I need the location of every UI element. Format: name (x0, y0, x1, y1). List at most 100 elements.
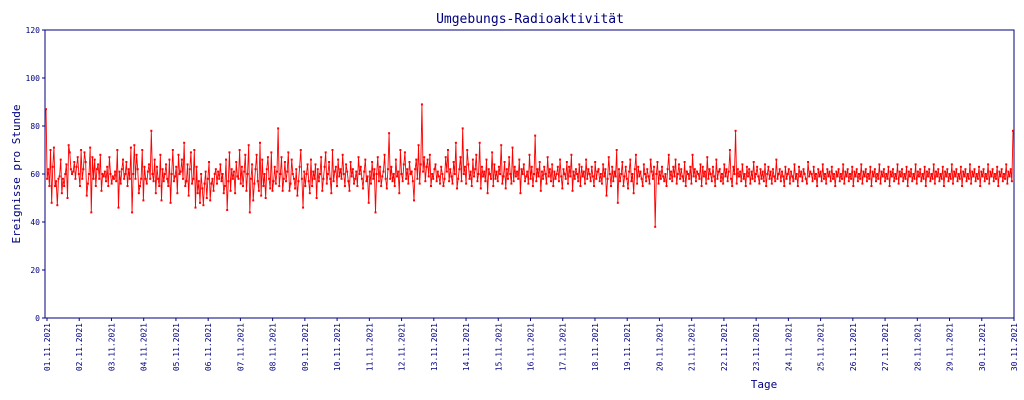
data-point (288, 189, 291, 192)
data-point (243, 170, 246, 173)
data-point (141, 149, 144, 151)
data-point (1001, 180, 1004, 183)
data-point (546, 156, 549, 159)
data-point (962, 170, 965, 173)
data-point (145, 182, 148, 185)
data-point (302, 206, 305, 209)
data-point (555, 173, 558, 175)
data-point (690, 182, 693, 185)
data-point (61, 177, 64, 180)
data-point (204, 170, 207, 173)
data-point (279, 173, 282, 175)
data-point (274, 182, 277, 185)
data-point (285, 180, 288, 183)
data-point (264, 197, 267, 199)
data-point (862, 170, 865, 173)
data-point (605, 194, 608, 197)
data-point (467, 163, 470, 166)
data-point (346, 170, 349, 173)
data-point (449, 168, 452, 171)
data-point (485, 158, 488, 161)
data-point (200, 173, 203, 175)
data-point (108, 156, 111, 159)
data-point (175, 165, 178, 168)
data-point (383, 153, 386, 156)
data-point (930, 173, 933, 175)
data-point (571, 189, 574, 192)
data-point (565, 161, 568, 163)
data-point (843, 182, 846, 185)
data-point (513, 165, 516, 168)
data-point (152, 180, 155, 183)
data-point (231, 177, 234, 180)
data-point (373, 168, 376, 171)
data-point (511, 146, 514, 149)
data-point (714, 185, 717, 187)
data-point (427, 175, 430, 178)
data-point (491, 151, 494, 154)
data-point (158, 185, 161, 187)
data-point (486, 192, 489, 195)
data-point (745, 165, 748, 168)
data-point (142, 199, 145, 202)
data-point (248, 211, 251, 214)
data-point (693, 168, 696, 171)
data-point (86, 182, 89, 185)
data-point (998, 170, 1001, 173)
data-point (710, 180, 713, 183)
data-point (239, 182, 242, 185)
data-point (649, 158, 652, 161)
data-point (770, 182, 773, 185)
data-point (834, 185, 837, 187)
data-point (48, 185, 51, 187)
data-point (785, 177, 788, 180)
x-tick-label: 07.11.2021 (236, 323, 245, 371)
data-point (508, 156, 511, 159)
data-point (711, 165, 714, 168)
data-point (368, 170, 371, 173)
data-point (116, 149, 119, 151)
data-point (374, 211, 377, 214)
data-point (907, 170, 910, 173)
data-point (247, 144, 250, 147)
data-point (342, 173, 345, 175)
data-point (372, 177, 375, 180)
data-point (320, 156, 323, 159)
data-point (477, 173, 480, 175)
data-point (760, 177, 763, 180)
y-tick-label: 0 (35, 314, 40, 323)
data-point (632, 192, 635, 195)
data-point (236, 175, 239, 178)
data-point (110, 182, 113, 185)
data-point (648, 182, 651, 185)
data-point (614, 175, 617, 178)
data-point (627, 187, 630, 190)
data-point (428, 153, 431, 156)
data-point (367, 201, 370, 204)
data-point (530, 165, 533, 168)
data-point (692, 175, 695, 178)
data-point (569, 175, 572, 178)
data-point (589, 180, 592, 183)
data-point (65, 163, 68, 166)
data-point (708, 168, 711, 171)
data-point (170, 173, 173, 175)
data-point (842, 163, 845, 166)
data-point (282, 177, 285, 180)
data-point (178, 173, 181, 175)
data-point (778, 168, 781, 171)
data-point (529, 177, 532, 180)
data-point (830, 165, 833, 168)
data-point (707, 177, 710, 180)
data-point (115, 180, 118, 183)
data-point (305, 173, 308, 175)
data-point (666, 168, 669, 171)
data-point (734, 129, 737, 132)
data-point (665, 185, 668, 187)
data-point (893, 180, 896, 183)
data-point (662, 175, 665, 178)
data-point (841, 177, 844, 180)
data-point (615, 149, 618, 151)
data-point (185, 180, 188, 183)
series-counts (45, 103, 1014, 228)
